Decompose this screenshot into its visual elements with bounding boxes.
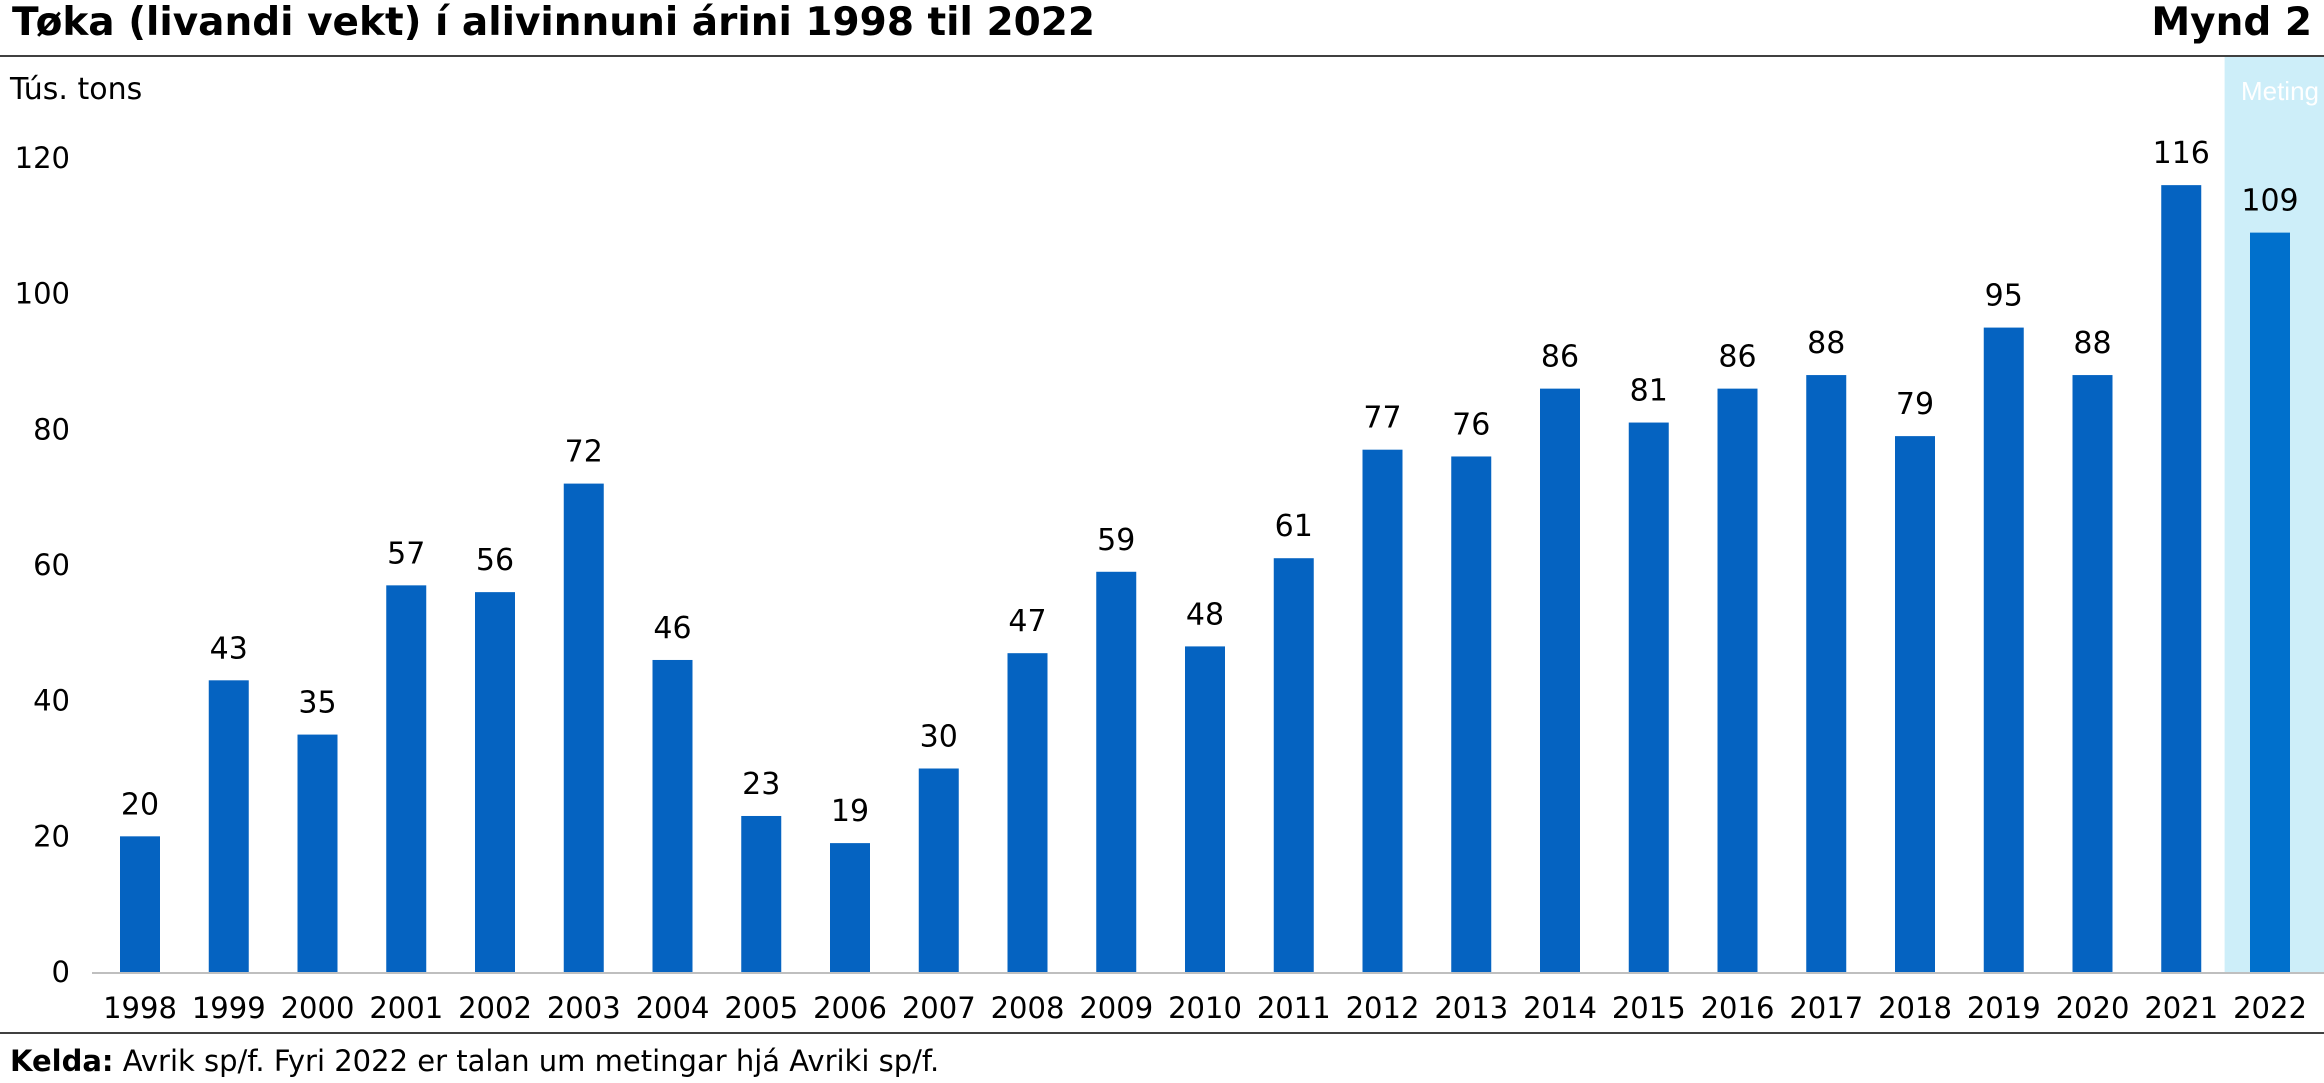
bar-2019 xyxy=(1983,327,2024,972)
bars xyxy=(120,185,2290,973)
data-label-2002: 56 xyxy=(476,543,514,578)
data-label-2017: 88 xyxy=(1807,326,1845,361)
x-tick-label-1998: 1998 xyxy=(103,991,177,1025)
bar-2012 xyxy=(1362,449,1403,972)
data-label-2018: 79 xyxy=(1896,387,1934,422)
bar-2017 xyxy=(1806,375,1847,973)
bar-2002 xyxy=(475,592,515,972)
x-tick-label-2012: 2012 xyxy=(1346,991,1420,1025)
bar-2020 xyxy=(2072,375,2113,973)
y-tick-label: 0 xyxy=(52,955,70,989)
data-label-2004: 46 xyxy=(653,611,691,646)
estimate-band-label: Meting xyxy=(2241,76,2319,106)
x-tick-label-2001: 2001 xyxy=(369,991,443,1025)
data-label-2014: 86 xyxy=(1541,340,1579,375)
data-label-2009: 59 xyxy=(1097,523,1135,558)
bar-2007 xyxy=(918,768,959,972)
data-label-2012: 77 xyxy=(1363,401,1401,436)
bar-2016 xyxy=(1717,388,1758,973)
data-label-2001: 57 xyxy=(387,536,425,571)
data-label-2000: 35 xyxy=(298,686,336,721)
data-label-2013: 76 xyxy=(1452,407,1490,442)
x-tick-label-2002: 2002 xyxy=(458,991,532,1025)
y-tick-label: 40 xyxy=(33,684,70,718)
x-tick-label-2016: 2016 xyxy=(1701,991,1775,1025)
bar-2001 xyxy=(386,585,427,972)
x-tick-label-2010: 2010 xyxy=(1168,991,1242,1025)
data-label-2020: 88 xyxy=(2073,326,2111,361)
bar-1998 xyxy=(120,836,160,972)
data-label-2019: 95 xyxy=(1985,279,2023,314)
data-label-2010: 48 xyxy=(1186,597,1224,632)
bar-2010 xyxy=(1185,646,1225,972)
x-tick-label-2005: 2005 xyxy=(724,991,798,1025)
source-label: Kelda: xyxy=(10,1044,114,1078)
bar-2021 xyxy=(2161,185,2202,973)
bar-2015 xyxy=(1628,422,1669,972)
bar-2004 xyxy=(652,659,693,972)
y-tick-label: 120 xyxy=(15,141,70,175)
bar-2022 xyxy=(2250,232,2290,972)
data-label-2003: 72 xyxy=(565,435,603,470)
chart-title: Tøka (livandi vekt) í alivinnuni árini 1… xyxy=(12,0,1095,45)
x-tick-label-2017: 2017 xyxy=(1789,991,1863,1025)
x-tick-label-2003: 2003 xyxy=(547,991,621,1025)
x-tick-label-2018: 2018 xyxy=(1878,991,1952,1025)
bar-2011 xyxy=(1273,558,1314,972)
bar-2014 xyxy=(1540,388,1580,973)
x-tick-label-2019: 2019 xyxy=(1967,991,2041,1025)
bar-2013 xyxy=(1451,456,1492,972)
y-tick-label: 80 xyxy=(33,412,70,446)
data-label-2006: 19 xyxy=(831,794,869,829)
x-tick-label-2007: 2007 xyxy=(902,991,976,1025)
bar-2006 xyxy=(830,843,870,972)
x-tick-label-2011: 2011 xyxy=(1257,991,1331,1025)
x-tick-label-2009: 2009 xyxy=(1079,991,1153,1025)
x-axis-ticks: 1998 1999 2000 2001 2002 2003 2004 2005 2006 2007… xyxy=(103,991,2307,1025)
data-label-2022: 109 xyxy=(2241,184,2298,219)
bar-2005 xyxy=(741,815,782,972)
x-tick-label-1999: 1999 xyxy=(192,991,266,1025)
y-tick-label: 20 xyxy=(33,819,70,853)
data-label-2005: 23 xyxy=(742,767,780,802)
x-tick-label-2004: 2004 xyxy=(636,991,710,1025)
bar-2000 xyxy=(297,734,338,972)
y-axis-unit-label: Tús. tons xyxy=(9,72,142,107)
data-label-1999: 43 xyxy=(210,631,248,666)
bar-2009 xyxy=(1096,571,1137,972)
y-tick-label: 60 xyxy=(33,548,70,582)
x-tick-label-2015: 2015 xyxy=(1612,991,1686,1025)
x-tick-label-2008: 2008 xyxy=(991,991,1065,1025)
x-tick-label-2013: 2013 xyxy=(1434,991,1508,1025)
data-labels: 20 43 35 57 56 72 46 23 19 30 47 59 48 61 77 76 86 81 86 88… xyxy=(121,136,2299,829)
x-tick-label-2006: 2006 xyxy=(813,991,887,1025)
data-label-2007: 30 xyxy=(920,720,958,755)
data-label-2015: 81 xyxy=(1630,374,1668,409)
data-label-2008: 47 xyxy=(1008,604,1046,639)
bar-1999 xyxy=(208,680,249,972)
x-tick-label-2020: 2020 xyxy=(2056,991,2130,1025)
x-tick-label-2021: 2021 xyxy=(2144,991,2218,1025)
source-note: Kelda: Avrik sp/f. Fyri 2022 er talan um… xyxy=(10,1044,939,1078)
bar-2008 xyxy=(1007,653,1048,972)
y-axis-ticks: 0 20 40 60 80 100 120 xyxy=(15,141,70,989)
source-text: Avrik sp/f. Fyri 2022 er talan um meting… xyxy=(114,1044,940,1078)
x-tick-label-2022: 2022 xyxy=(2233,991,2307,1025)
data-label-2011: 61 xyxy=(1275,509,1313,544)
bar-2018 xyxy=(1895,436,1935,972)
y-tick-label: 100 xyxy=(15,277,70,311)
bar-2003 xyxy=(563,483,604,972)
data-label-1998: 20 xyxy=(121,787,159,822)
data-label-2021: 116 xyxy=(2153,136,2210,171)
data-label-2016: 86 xyxy=(1718,340,1756,375)
x-tick-label-2014: 2014 xyxy=(1523,991,1597,1025)
x-tick-label-2000: 2000 xyxy=(281,991,355,1025)
figure-label: Mynd 2 xyxy=(2151,0,2312,45)
